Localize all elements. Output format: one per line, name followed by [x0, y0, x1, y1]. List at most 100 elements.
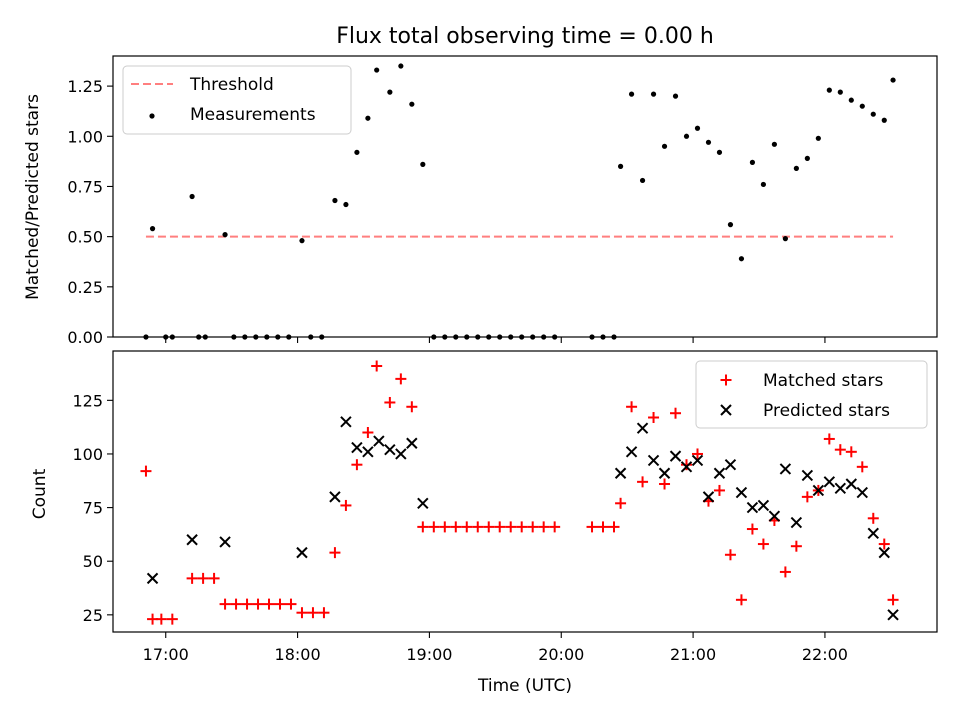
measurement-point: [420, 161, 426, 167]
predicted-star-point: [790, 516, 803, 529]
measurement-point: [189, 193, 195, 200]
matched-star-point: [691, 448, 703, 460]
measurement-point: [738, 256, 745, 262]
matched-star-point: [887, 594, 899, 606]
predicted-star-point: [362, 446, 374, 458]
measurement-point: [365, 115, 371, 121]
matched-star-point: [417, 521, 429, 533]
matched-star-point: [428, 521, 440, 533]
matched-star-point: [549, 521, 561, 533]
matched-star-point: [340, 499, 352, 511]
top-ticks: 0.00 0.25 0.50 0.75 1.00 1.25: [67, 77, 826, 347]
measurement-point: [387, 89, 393, 95]
matched-star-point: [450, 521, 462, 533]
matched-star-point: [329, 547, 341, 559]
predicted-star-point: [856, 486, 868, 499]
matched-star-point: [823, 433, 835, 445]
matched-star-point: [362, 427, 374, 439]
matched-star-point: [757, 538, 769, 550]
measurement-point: [617, 163, 624, 169]
matched-star-point: [461, 521, 473, 533]
matched-star-point: [527, 521, 539, 533]
legend-predicted-swatch: [720, 404, 732, 416]
predicted-star-point: [691, 454, 704, 467]
predicted-star-point: [373, 435, 385, 447]
top-y-tick-label: 0.00: [67, 328, 103, 347]
legend-predicted-label: Predicted stars: [763, 401, 890, 421]
matched-star-point: [274, 598, 286, 610]
predicted-star-point: [614, 467, 627, 479]
predicted-star-point: [724, 458, 737, 471]
predicted-star-point: [406, 437, 418, 449]
measurement-point: [398, 63, 404, 69]
top-y-tick-label: 0.25: [67, 278, 103, 297]
predicted-star-point: [834, 482, 847, 494]
measurement-point: [793, 165, 799, 171]
legend-matched-label: Matched stars: [763, 371, 883, 391]
measurement-point: [826, 87, 832, 93]
measurement-point: [771, 141, 777, 147]
measurement-point: [299, 238, 305, 244]
measurement-point: [222, 232, 228, 238]
bottom-y-tick-label: 75: [83, 499, 103, 518]
measurement-point: [870, 111, 876, 117]
measurement-point: [661, 143, 668, 149]
predicted-star-point: [219, 536, 231, 548]
bottom-panel: 25 50 75 100 125 17:00 18:00 19:00 20:00 21:00 22:…: [30, 350, 938, 696]
matched-star-point: [735, 594, 747, 606]
legend-measurements-label: Measurements: [190, 105, 316, 125]
matched-star-point: [845, 446, 857, 458]
measurement-point: [354, 149, 360, 155]
bottom-x-tick-label: 22:00: [802, 645, 848, 664]
predicted-star-point: [351, 441, 363, 454]
matched-star-point: [681, 459, 693, 471]
matched-star-point: [384, 396, 396, 408]
bottom-y-tick-label: 50: [83, 552, 103, 571]
measurement-point: [815, 135, 821, 141]
matched-star-point: [395, 373, 407, 385]
matched-star-point: [285, 598, 297, 610]
measurement-point: [859, 103, 865, 109]
legend-measurements-swatch: [149, 113, 155, 119]
top-legend-box: [122, 65, 352, 135]
top-y-tick-label: 1.00: [67, 127, 103, 146]
matched-star-point: [586, 521, 598, 533]
matched-star-point: [371, 360, 383, 372]
top-legend: Threshold Measurements: [122, 65, 352, 135]
predicted-star-point: [702, 491, 715, 503]
predicted-star-point: [636, 422, 649, 434]
measurement-point: [804, 155, 810, 161]
bottom-y-axis-label: Count: [30, 468, 50, 519]
measurement-point: [749, 159, 756, 165]
predicted-star-point: [823, 476, 836, 488]
matched-star-point: [608, 521, 620, 533]
bottom-x-tick-label: 18:00: [275, 645, 321, 664]
measurement-point: [639, 177, 646, 184]
matched-star-point: [746, 523, 758, 535]
bottom-x-tick-label: 21:00: [670, 645, 716, 664]
predicted-stars-series: [146, 416, 899, 621]
matched-star-point: [219, 598, 231, 610]
measurement-point: [782, 236, 788, 242]
top-y-tick-label: 1.25: [67, 77, 103, 96]
predicted-star-point: [878, 546, 890, 559]
legend-matched-swatch: [720, 374, 732, 386]
matched-star-point: [790, 540, 802, 552]
measurement-point: [374, 67, 380, 73]
predicted-star-point: [329, 491, 341, 503]
predicted-star-point: [384, 443, 396, 456]
measurement-point: [837, 89, 843, 95]
bottom-axes-frame: [112, 350, 938, 633]
matched-star-point: [241, 598, 253, 610]
matched-star-point: [472, 521, 484, 533]
matched-star-point: [867, 512, 879, 524]
matched-star-point: [197, 572, 209, 584]
bottom-x-tick-label: 17:00: [143, 645, 189, 664]
predicted-star-point: [680, 461, 693, 473]
matched-star-point: [878, 538, 890, 550]
matched-star-point: [406, 401, 418, 413]
predicted-star-point: [647, 454, 660, 467]
matched-star-point: [801, 491, 813, 503]
measurement-point: [650, 91, 657, 97]
